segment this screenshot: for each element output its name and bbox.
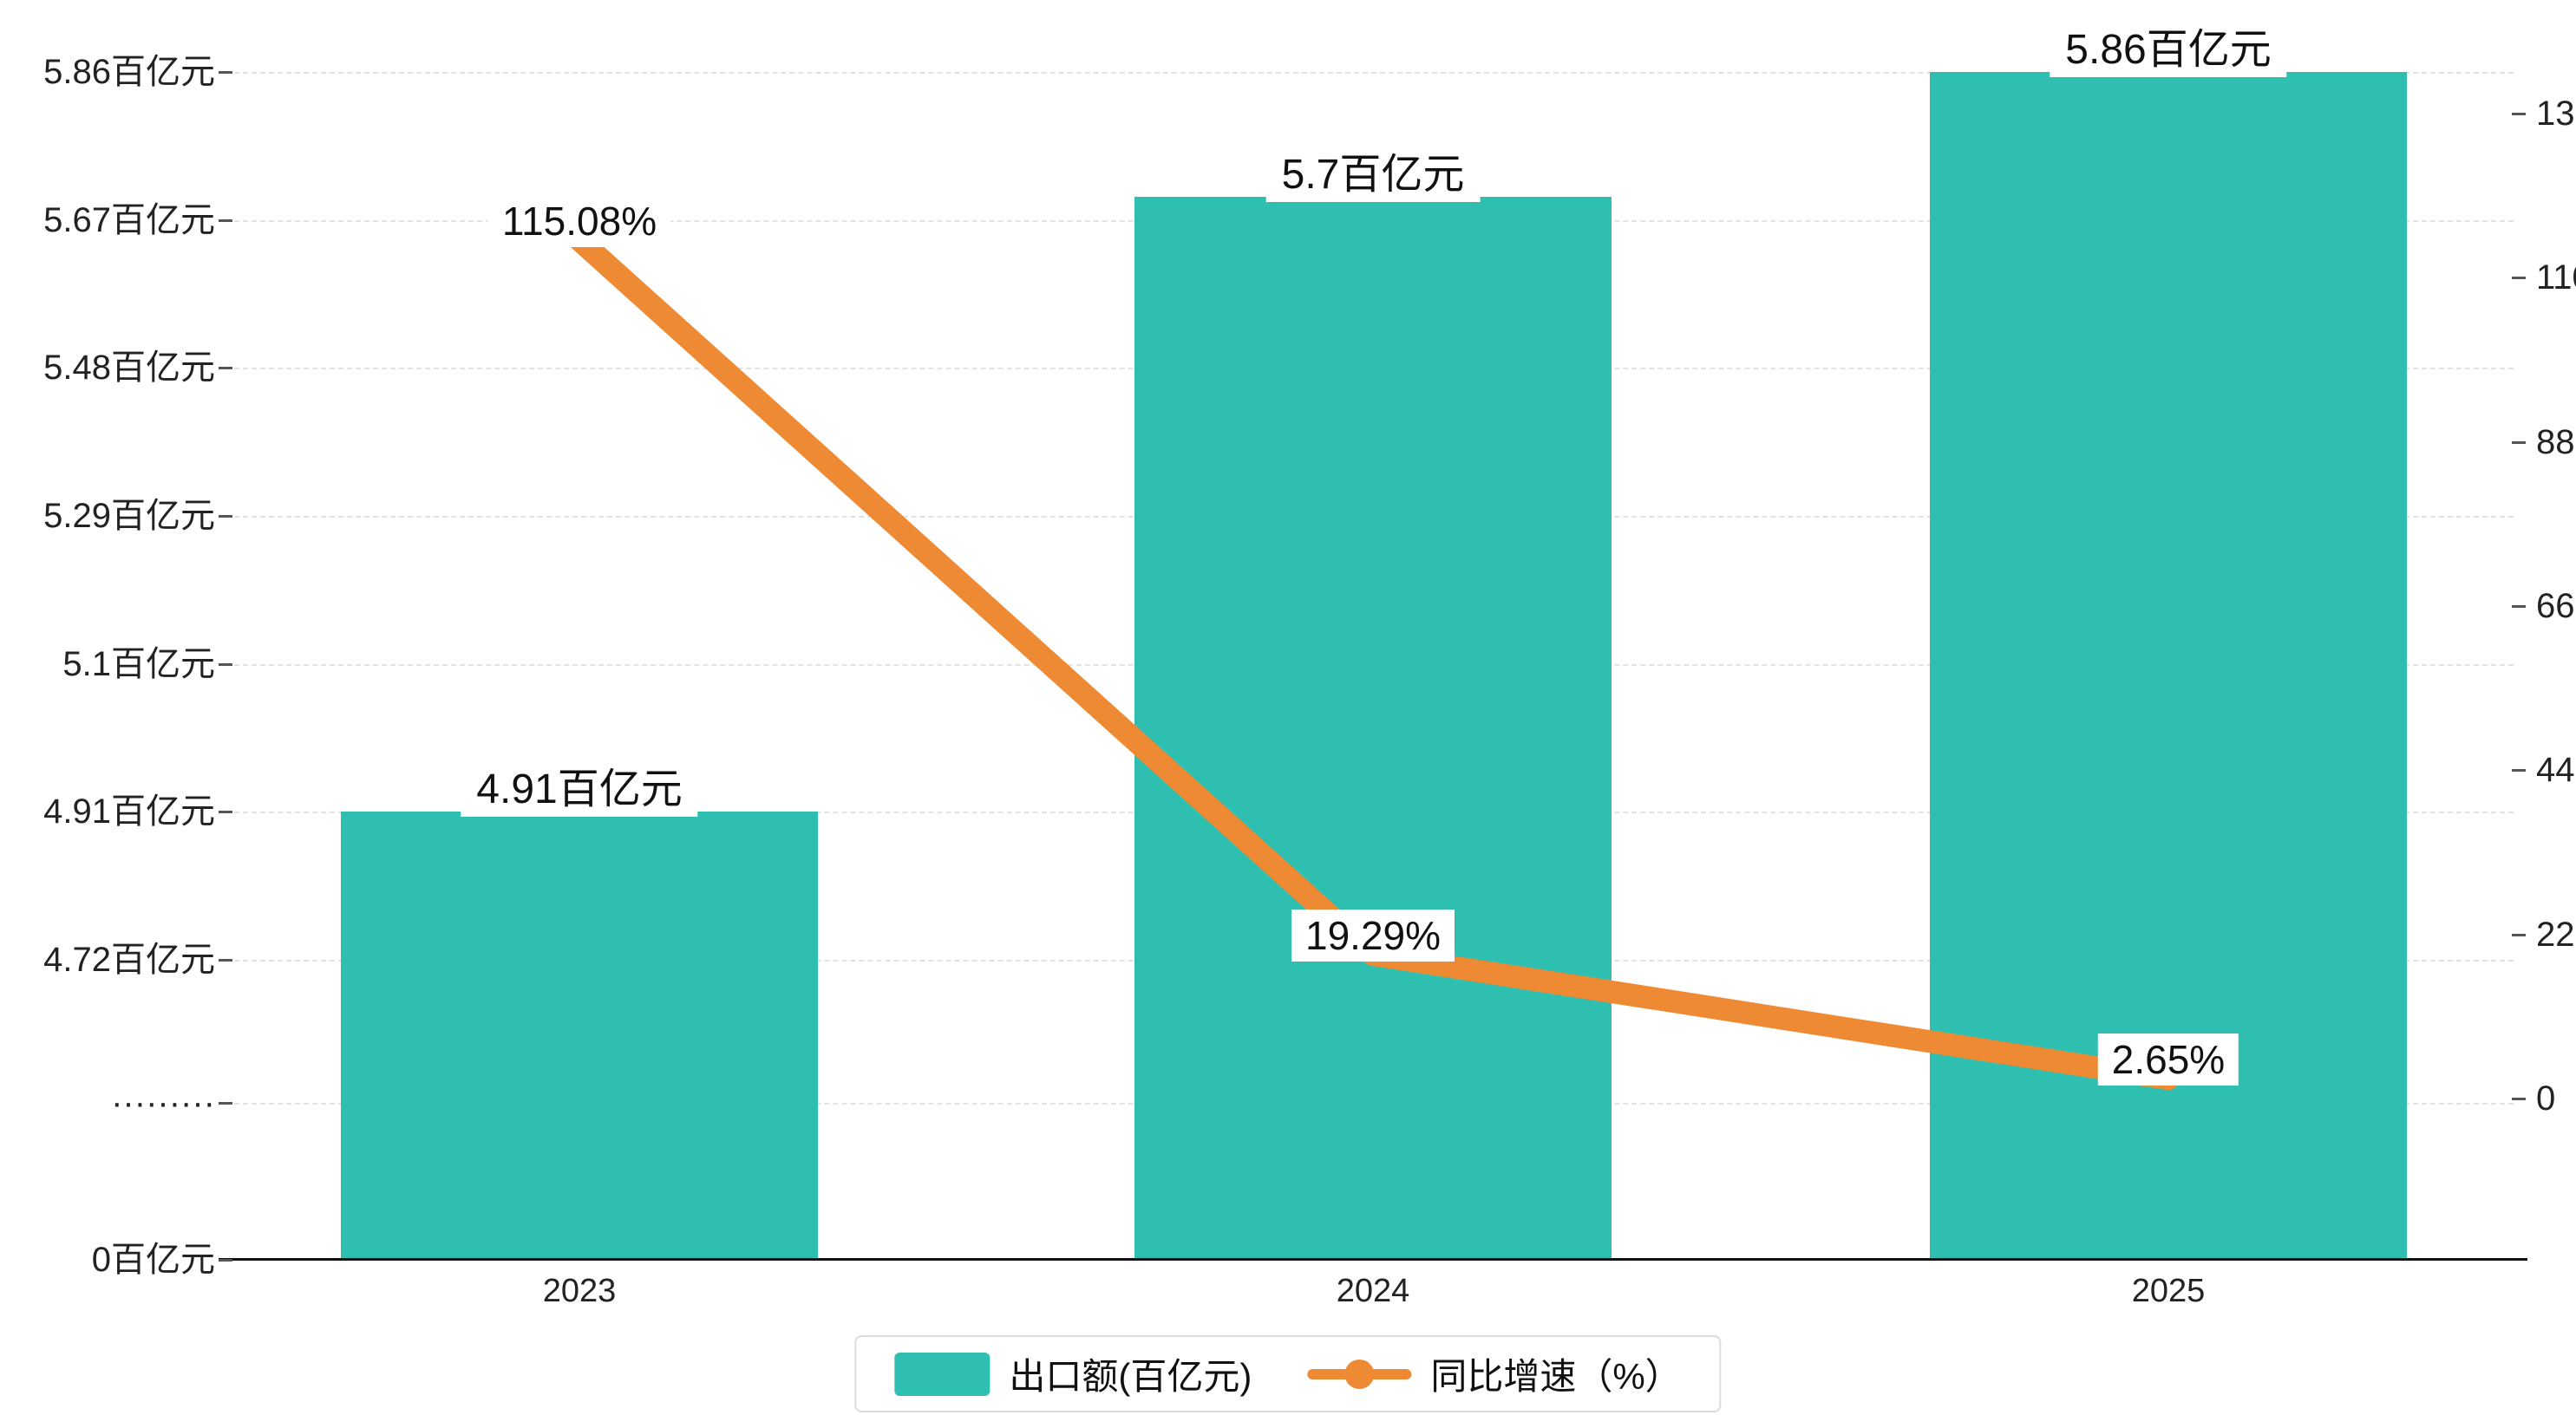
growth-point-label: 2.65% bbox=[2097, 1034, 2239, 1086]
right-axis-tick-mark bbox=[2512, 113, 2526, 115]
right-axis-tick-label: 110 bbox=[2536, 258, 2576, 297]
bar-value-label: 5.7百亿元 bbox=[1265, 147, 1481, 202]
x-axis-label: 2023 bbox=[542, 1273, 617, 1309]
line-series-dot-icon bbox=[1344, 1359, 1375, 1389]
growth-point-label: 19.29% bbox=[1291, 909, 1455, 962]
right-axis-tick-label: 22 bbox=[2536, 915, 2575, 954]
left-axis-tick-mark bbox=[219, 515, 232, 518]
legend: 出口额(百亿元) 同比增速（%） bbox=[854, 1335, 1722, 1412]
left-axis-tick-label: 5.86百亿元 bbox=[43, 53, 215, 91]
bar-series-swatch-icon bbox=[894, 1352, 991, 1396]
left-axis-tick-mark bbox=[219, 218, 232, 222]
right-axis-tick-label: 66 bbox=[2536, 587, 2575, 625]
legend-label-growth: 同比增速（%） bbox=[1430, 1356, 1682, 1397]
left-axis-tick-mark bbox=[219, 71, 232, 74]
export-bar bbox=[341, 812, 818, 1260]
left-axis-tick-label: 5.67百亿元 bbox=[43, 200, 215, 239]
left-axis-tick-mark bbox=[219, 811, 232, 814]
legend-item-growth[interactable]: 同比增速（%） bbox=[1307, 1347, 1682, 1400]
left-axis-tick-label: 0百亿元 bbox=[91, 1241, 215, 1279]
gridline bbox=[234, 72, 2514, 74]
legend-label-export: 出口额(百亿元) bbox=[1009, 1356, 1252, 1397]
left-axis-tick-label: 5.48百亿元 bbox=[43, 349, 215, 388]
left-axis-tick-mark bbox=[219, 367, 232, 370]
right-axis-tick-mark bbox=[2512, 440, 2526, 444]
left-axis-tick-label: 5.29百亿元 bbox=[43, 497, 215, 535]
left-axis-tick-label: 5.1百亿元 bbox=[62, 644, 215, 683]
left-axis-tick-label: 4.72百亿元 bbox=[43, 941, 215, 979]
x-axis-label: 2024 bbox=[1336, 1273, 1410, 1309]
right-axis-tick-mark bbox=[2512, 1098, 2526, 1100]
left-axis-tick-mark bbox=[219, 1259, 232, 1262]
left-axis-tick-mark bbox=[219, 959, 232, 962]
left-axis-tick-mark bbox=[219, 1102, 232, 1105]
right-axis-tick-mark bbox=[2512, 277, 2526, 280]
growth-point-label: 115.08% bbox=[487, 194, 671, 247]
left-axis-tick-mark bbox=[219, 662, 232, 666]
left-axis-tick-label: 4.91百亿元 bbox=[43, 792, 215, 831]
right-axis-tick-label: 88 bbox=[2536, 422, 2575, 461]
right-axis-tick-label: 44 bbox=[2536, 751, 2575, 790]
x-axis-line bbox=[219, 1258, 2527, 1261]
x-axis-label: 2025 bbox=[2131, 1273, 2206, 1309]
export-bar bbox=[1134, 196, 1612, 1260]
bar-value-label: 4.91百亿元 bbox=[461, 763, 698, 818]
right-axis-tick-mark bbox=[2512, 769, 2526, 773]
right-axis-tick-label: 132 bbox=[2536, 95, 2576, 133]
left-axis-tick-label: ········· bbox=[111, 1084, 215, 1122]
right-axis-tick-label: 0 bbox=[2536, 1079, 2556, 1118]
line-series-swatch-icon bbox=[1307, 1359, 1412, 1389]
legend-item-export[interactable]: 出口额(百亿元) bbox=[894, 1347, 1252, 1400]
right-axis-tick-mark bbox=[2512, 605, 2526, 608]
right-axis-tick-mark bbox=[2512, 933, 2526, 936]
bar-value-label: 5.86百亿元 bbox=[2050, 23, 2287, 77]
